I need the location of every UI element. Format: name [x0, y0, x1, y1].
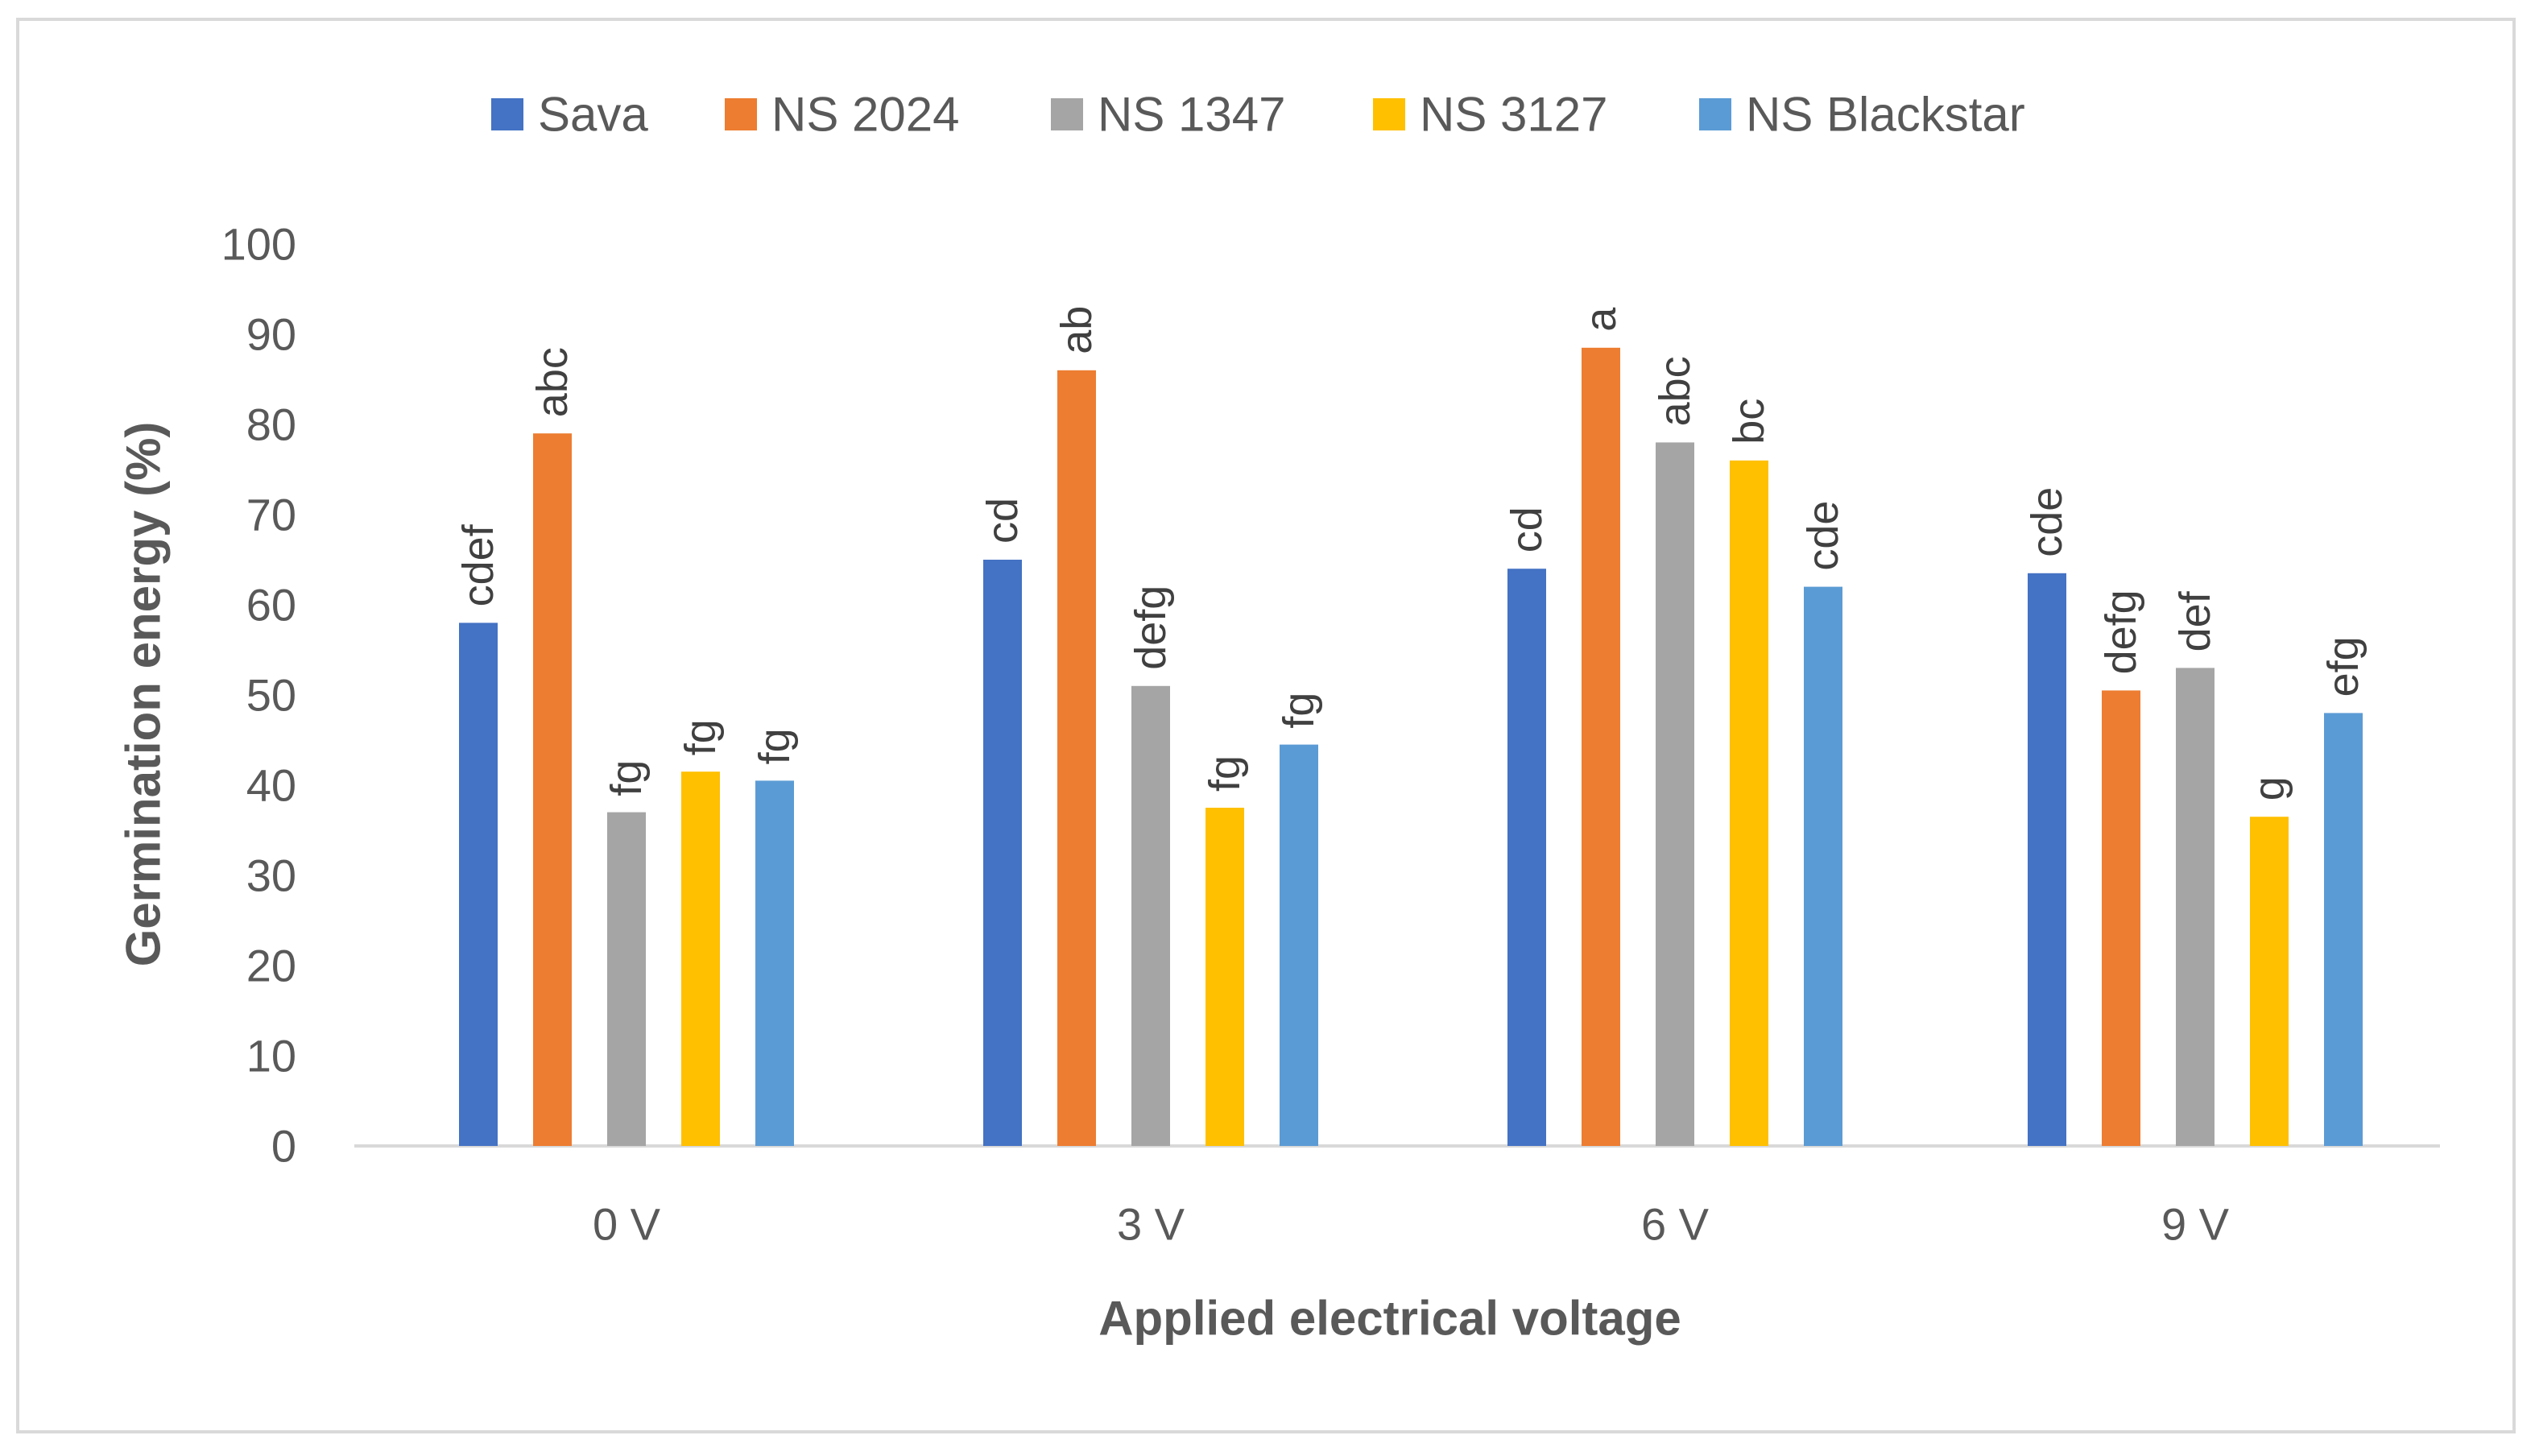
y-tick-label: 80 [246, 399, 296, 450]
bar-ns-blackstar-3[interactable] [2324, 713, 2363, 1146]
significance-label: fg [602, 760, 651, 796]
y-tick-label: 40 [246, 760, 296, 811]
bar-sava-3[interactable] [2028, 573, 2066, 1146]
x-tick-label: 6 V [1641, 1199, 1710, 1250]
x-axis-title: Applied electrical voltage [1098, 1292, 1681, 1346]
significance-label: bc [1725, 399, 1773, 445]
significance-label: cdef [454, 523, 502, 606]
significance-label: fg [676, 719, 725, 755]
significance-label: g [2245, 776, 2293, 800]
legend-label: NS 2024 [771, 88, 960, 142]
significance-label: fg [1275, 693, 1323, 729]
x-tick-label: 3 V [1117, 1199, 1185, 1250]
legend-swatch[interactable] [1699, 98, 1731, 130]
y-tick-label: 100 [221, 219, 296, 270]
legend-label: NS 3127 [1420, 88, 1608, 142]
significance-label: efg [2319, 636, 2368, 697]
y-tick-label: 50 [246, 670, 296, 721]
significance-label: defg [2097, 589, 2145, 674]
bar-ns-2024-0[interactable] [533, 433, 572, 1146]
legend-label: NS 1347 [1098, 88, 1286, 142]
y-tick-label: 70 [246, 490, 296, 540]
significance-label: abc [528, 347, 577, 417]
y-tick-label: 10 [246, 1031, 296, 1082]
x-tick-label: 9 V [2161, 1199, 2230, 1250]
legend-swatch[interactable] [491, 98, 523, 130]
bar-ns-1347-0[interactable] [607, 812, 646, 1146]
y-tick-label: 60 [246, 580, 296, 631]
significance-label: ab [1052, 306, 1101, 354]
bar-ns-1347-3[interactable] [2176, 668, 2215, 1146]
bar-ns-2024-3[interactable] [2102, 690, 2140, 1146]
y-tick-label: 20 [246, 941, 296, 991]
significance-label: cde [1799, 501, 1847, 571]
bar-ns-1347-2[interactable] [1656, 442, 1694, 1146]
significance-label: a [1577, 307, 1625, 332]
significance-label: cd [1503, 507, 1551, 552]
legend-label: NS Blackstar [1746, 88, 2025, 142]
bar-sava-0[interactable] [459, 623, 498, 1146]
y-tick-label: 0 [271, 1121, 296, 1172]
significance-label: fg [1201, 755, 1249, 792]
bar-ns-2024-1[interactable] [1057, 370, 1096, 1146]
legend-label: Sava [538, 88, 648, 142]
legend-swatch[interactable] [1373, 98, 1405, 130]
chart-frame [16, 18, 2516, 1433]
y-tick-label: 30 [246, 850, 296, 901]
significance-label: cd [978, 498, 1027, 544]
y-axis-title: Germination energy (%) [117, 422, 171, 967]
bar-ns-blackstar-1[interactable] [1280, 744, 1318, 1146]
bar-ns-2024-2[interactable] [1582, 347, 1620, 1146]
bar-ns-3127-1[interactable] [1205, 808, 1244, 1146]
bar-sava-2[interactable] [1507, 569, 1546, 1146]
significance-label: abc [1651, 356, 1699, 426]
legend-swatch[interactable] [1051, 98, 1083, 130]
significance-label: fg [751, 728, 799, 764]
x-tick-label: 0 V [593, 1199, 661, 1250]
bar-ns-3127-3[interactable] [2250, 817, 2289, 1146]
bar-ns-3127-2[interactable] [1730, 460, 1768, 1146]
significance-label: cde [2023, 487, 2071, 557]
bar-ns-3127-0[interactable] [681, 771, 720, 1146]
significance-label: defg [1127, 585, 1175, 670]
legend-swatch[interactable] [725, 98, 757, 130]
bar-sava-1[interactable] [983, 560, 1022, 1146]
significance-label: def [2171, 590, 2219, 651]
y-tick-label: 90 [246, 309, 296, 360]
bar-ns-blackstar-2[interactable] [1804, 586, 1842, 1146]
bar-ns-blackstar-0[interactable] [755, 780, 794, 1146]
bar-ns-1347-1[interactable] [1131, 685, 1170, 1146]
